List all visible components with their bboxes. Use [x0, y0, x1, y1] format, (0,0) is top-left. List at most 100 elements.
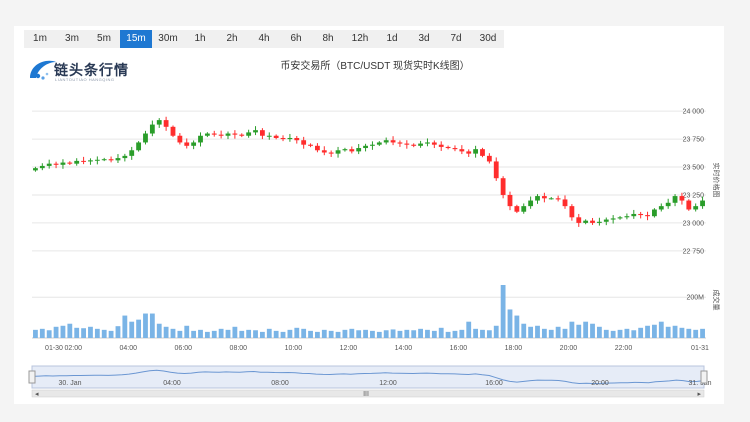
- candle-body: [700, 200, 705, 207]
- candle-body: [370, 144, 375, 146]
- volume-bar: [411, 330, 417, 338]
- x-tick-label: 01-30: [45, 345, 63, 352]
- volume-bar: [301, 328, 307, 338]
- interval-button-5m[interactable]: 5m: [97, 33, 111, 44]
- candle-body: [397, 142, 403, 144]
- candle-body: [480, 149, 485, 156]
- candle-body: [225, 133, 231, 136]
- candle-body: [418, 143, 423, 146]
- y-tick-label: 23 500: [683, 165, 705, 172]
- candle-body: [658, 206, 664, 210]
- candle-body: [438, 144, 444, 147]
- navigator-tick-label: 30. Jan: [59, 380, 82, 387]
- candle-body: [156, 120, 162, 125]
- navigator-tick-label: 20:00: [591, 380, 609, 387]
- scrollbar-right-arrow[interactable]: ▸: [697, 391, 701, 398]
- volume-bar: [390, 329, 396, 338]
- volume-bar: [376, 331, 382, 338]
- candle-body: [693, 206, 699, 210]
- candle-body: [253, 130, 258, 133]
- candle-body: [376, 142, 382, 145]
- interval-button-3d[interactable]: 3d: [418, 33, 430, 44]
- scrollbar-left-arrow[interactable]: ◂: [35, 391, 39, 398]
- volume-bar: [46, 330, 52, 338]
- interval-button-2h[interactable]: 2h: [226, 33, 238, 44]
- candle-body: [686, 200, 692, 210]
- candle-body: [452, 148, 458, 150]
- candle-body: [53, 163, 59, 165]
- volume-bar: [528, 326, 534, 338]
- volume-bar: [191, 330, 197, 338]
- y-tick-label: 22 750: [683, 248, 705, 255]
- volume-bar: [569, 321, 575, 338]
- x-tick-label: 14:00: [395, 345, 413, 352]
- candle-body: [459, 149, 465, 152]
- volume-bar: [514, 315, 520, 338]
- volume-bar: [480, 329, 485, 338]
- candle-body: [273, 135, 279, 138]
- volume-axis-title: 成交量: [712, 290, 721, 311]
- candle-body: [232, 133, 238, 135]
- volume-bar: [211, 330, 217, 338]
- y-tick-label: 23 250: [683, 192, 705, 199]
- interval-button-1h[interactable]: 1h: [194, 33, 206, 44]
- candle-body: [569, 206, 575, 218]
- volume-bar: [363, 329, 368, 338]
- volume-bar: [253, 330, 258, 338]
- x-tick-label: 08:00: [230, 345, 248, 352]
- volume-bar: [349, 328, 355, 338]
- volume-bar: [404, 329, 410, 338]
- candle-body: [528, 200, 534, 207]
- candle-body: [548, 198, 554, 200]
- volume-bar: [60, 325, 66, 338]
- candle-body: [665, 202, 671, 207]
- candle-body: [541, 196, 547, 199]
- volume-bar: [700, 328, 705, 338]
- volume-bar: [198, 329, 203, 338]
- candle-body: [390, 140, 396, 143]
- candle-body: [411, 144, 417, 146]
- navigator-scrollbar[interactable]: [31, 389, 705, 398]
- candle-body: [259, 130, 265, 136]
- volume-bar: [239, 330, 245, 338]
- volume-bar: [693, 329, 699, 338]
- interval-button-1d[interactable]: 1d: [386, 33, 398, 44]
- candle-body: [94, 159, 100, 161]
- interval-button-7d[interactable]: 7d: [450, 33, 462, 44]
- interval-button-3m[interactable]: 3m: [65, 33, 79, 44]
- interval-button-6h[interactable]: 6h: [290, 33, 302, 44]
- candle-body: [638, 213, 644, 216]
- navigator-right-handle[interactable]: [700, 370, 708, 384]
- volume-bar: [149, 313, 155, 338]
- candle-body: [211, 133, 217, 135]
- volume-bar: [418, 328, 423, 338]
- interval-button-12h[interactable]: 12h: [351, 33, 369, 44]
- interval-button-4h[interactable]: 4h: [258, 33, 270, 44]
- candle-body: [301, 140, 307, 145]
- interval-button-15m[interactable]: 15m: [120, 30, 152, 48]
- interval-button-1m[interactable]: 1m: [33, 33, 47, 44]
- volume-bar: [438, 327, 444, 338]
- interval-button-8h[interactable]: 8h: [322, 33, 334, 44]
- volume-bar: [94, 328, 100, 338]
- x-tick-label: 22:00: [615, 345, 633, 352]
- candle-body: [445, 146, 451, 149]
- volume-bar: [583, 321, 589, 338]
- candle-body: [122, 155, 128, 159]
- candle-body: [177, 135, 183, 143]
- volume-bar: [321, 329, 327, 338]
- candle-body: [204, 133, 210, 136]
- candle-body: [631, 213, 637, 217]
- volume-bar: [610, 330, 616, 338]
- interval-button-30d[interactable]: 30d: [479, 33, 497, 44]
- interval-button-30m[interactable]: 30m: [158, 33, 178, 44]
- x-tick-label: 16:00: [450, 345, 468, 352]
- volume-bar: [617, 329, 623, 338]
- chart-frame: [14, 26, 724, 404]
- candle-body: [652, 209, 657, 217]
- volume-bar: [53, 326, 59, 338]
- navigator-left-handle[interactable]: [28, 370, 36, 384]
- volume-bar: [548, 329, 554, 338]
- volume-bar: [425, 329, 430, 338]
